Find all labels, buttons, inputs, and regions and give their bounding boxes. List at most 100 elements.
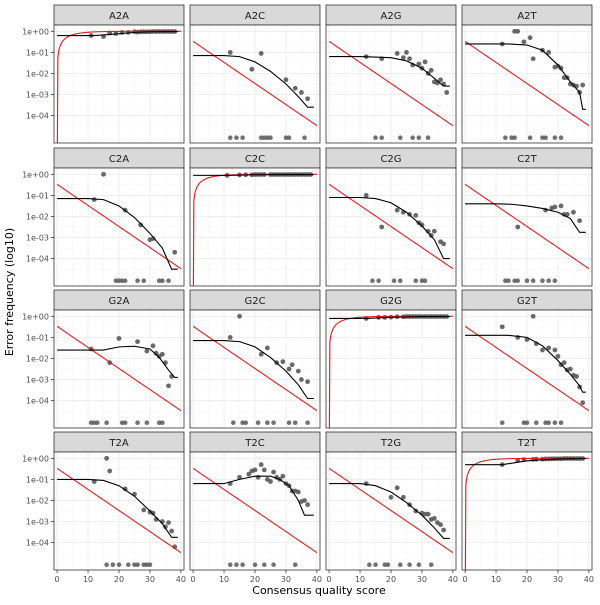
y-tick-label: 1e-04 bbox=[26, 255, 49, 264]
data-point bbox=[499, 324, 505, 330]
data-point bbox=[444, 90, 450, 95]
x-tick-label: 30 bbox=[553, 575, 563, 584]
data-point bbox=[515, 224, 521, 230]
data-point bbox=[540, 347, 545, 353]
panel-border bbox=[325, 309, 457, 429]
data-point bbox=[431, 228, 437, 234]
data-point bbox=[428, 67, 434, 73]
panel-border bbox=[461, 24, 593, 144]
y-tick-label: 1e-04 bbox=[26, 112, 49, 121]
fitted-error-line bbox=[57, 345, 178, 378]
zero-point bbox=[397, 562, 403, 568]
data-point bbox=[135, 339, 140, 345]
y-tick-label: 1e+00 bbox=[22, 27, 49, 36]
x-tick-label: 10 bbox=[355, 575, 365, 584]
data-point bbox=[564, 211, 570, 217]
zero-point bbox=[125, 562, 131, 568]
data-point bbox=[515, 28, 521, 34]
data-point bbox=[552, 204, 558, 210]
zero-point bbox=[234, 135, 239, 141]
data-point bbox=[280, 359, 286, 365]
zero-point bbox=[376, 278, 381, 284]
data-point bbox=[283, 77, 289, 83]
data-point bbox=[107, 468, 113, 474]
facet-panel: A2A 1e+00 1e-01 1e-02 1e-03 1e-04 bbox=[22, 4, 185, 144]
x-tick-label: 40 bbox=[448, 575, 458, 584]
zero-point bbox=[373, 562, 378, 568]
data-point bbox=[530, 313, 536, 319]
plot-layer bbox=[56, 455, 182, 568]
zero-point bbox=[292, 420, 298, 426]
zero-point bbox=[135, 562, 140, 568]
data-point bbox=[271, 469, 276, 475]
fitted-error-line bbox=[57, 198, 178, 270]
zero-point bbox=[524, 420, 530, 426]
data-point bbox=[150, 510, 156, 516]
fitted-error-line bbox=[57, 30, 178, 37]
fitted-error-line bbox=[465, 334, 586, 393]
zero-point bbox=[227, 135, 233, 141]
facet-panel: T2G 0 10 20 30 40 bbox=[325, 431, 458, 584]
y-tick-label: 1e-03 bbox=[26, 376, 49, 385]
data-point bbox=[571, 209, 576, 215]
data-point bbox=[144, 348, 150, 354]
nominal-error-line bbox=[464, 183, 590, 270]
panel-border bbox=[461, 309, 593, 429]
facet-panel: G2C bbox=[189, 289, 321, 429]
x-tick-label: 0 bbox=[55, 575, 60, 584]
data-point bbox=[425, 511, 431, 517]
x-tick-label: 10 bbox=[219, 575, 229, 584]
zero-point bbox=[234, 562, 239, 568]
data-point bbox=[546, 49, 552, 55]
plot-layer bbox=[56, 325, 182, 426]
zero-point bbox=[379, 135, 385, 141]
zero-point bbox=[552, 420, 558, 426]
y-tick-label: 1e-02 bbox=[26, 354, 49, 363]
data-point bbox=[580, 82, 586, 88]
zero-point bbox=[243, 420, 249, 426]
facet-title: A2T bbox=[517, 11, 537, 22]
x-axis-title: Consensus quality score bbox=[252, 584, 386, 597]
data-point bbox=[558, 203, 564, 209]
panel-border bbox=[53, 167, 185, 287]
zero-point bbox=[135, 420, 140, 426]
zero-point bbox=[373, 135, 378, 141]
zero-point bbox=[240, 135, 245, 141]
x-tick-label: 20 bbox=[522, 575, 532, 584]
data-point bbox=[299, 90, 304, 95]
x-tick-label: 0 bbox=[463, 575, 468, 584]
zero-point bbox=[558, 420, 564, 426]
data-point bbox=[441, 527, 447, 533]
plot-layer bbox=[328, 467, 454, 568]
data-point bbox=[413, 213, 419, 218]
fitted-error-line bbox=[465, 43, 586, 110]
zero-point bbox=[527, 135, 533, 141]
x-tick-label: 40 bbox=[584, 575, 594, 584]
data-point bbox=[141, 507, 147, 513]
x-tick-label: 20 bbox=[386, 575, 396, 584]
facet-title: G2A bbox=[109, 296, 130, 307]
zero-point bbox=[410, 135, 415, 141]
data-point bbox=[261, 467, 267, 473]
x-tick-label: 20 bbox=[250, 575, 260, 584]
data-point bbox=[400, 55, 406, 61]
zero-point bbox=[160, 278, 165, 284]
fitted-error-line bbox=[329, 56, 450, 87]
data-point bbox=[422, 59, 428, 65]
zero-point bbox=[397, 135, 403, 141]
plot-layer bbox=[464, 183, 590, 284]
zero-point bbox=[391, 278, 397, 284]
facet-title: A2A bbox=[109, 11, 129, 22]
data-point bbox=[295, 489, 301, 495]
facet-title: T2C bbox=[244, 438, 264, 449]
y-tick-label: 1e-02 bbox=[26, 212, 49, 221]
data-point bbox=[416, 61, 422, 67]
zero-point bbox=[533, 420, 539, 426]
data-point bbox=[138, 222, 144, 228]
facet-panel: G2T bbox=[461, 289, 593, 429]
zero-point bbox=[413, 278, 419, 284]
panel-border bbox=[461, 167, 593, 287]
zero-point bbox=[506, 278, 511, 284]
